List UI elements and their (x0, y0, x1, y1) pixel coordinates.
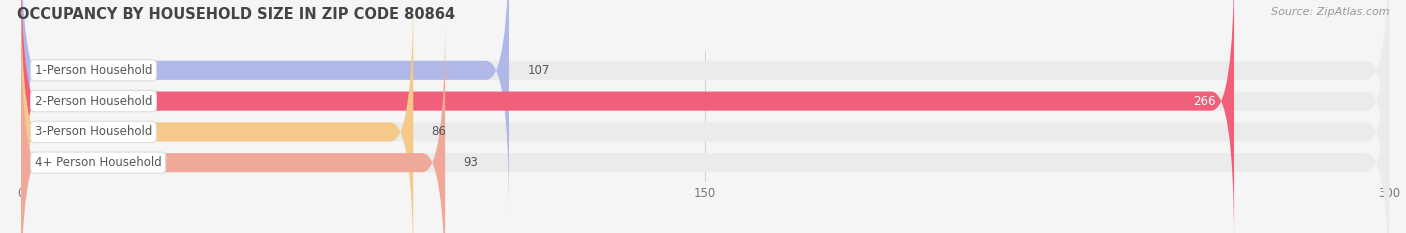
FancyBboxPatch shape (21, 18, 446, 233)
Text: 1-Person Household: 1-Person Household (35, 64, 152, 77)
Text: 4+ Person Household: 4+ Person Household (35, 156, 162, 169)
Text: 2-Person Household: 2-Person Household (35, 95, 152, 108)
FancyBboxPatch shape (21, 0, 1389, 233)
FancyBboxPatch shape (21, 0, 1389, 215)
FancyBboxPatch shape (21, 0, 413, 233)
FancyBboxPatch shape (21, 0, 1234, 233)
Text: OCCUPANCY BY HOUSEHOLD SIZE IN ZIP CODE 80864: OCCUPANCY BY HOUSEHOLD SIZE IN ZIP CODE … (17, 7, 456, 22)
Text: 3-Person Household: 3-Person Household (35, 125, 152, 138)
FancyBboxPatch shape (21, 18, 1389, 233)
FancyBboxPatch shape (21, 0, 509, 215)
FancyBboxPatch shape (21, 0, 1389, 233)
Text: 93: 93 (464, 156, 478, 169)
Text: 86: 86 (432, 125, 446, 138)
Text: 266: 266 (1194, 95, 1216, 108)
Text: Source: ZipAtlas.com: Source: ZipAtlas.com (1271, 7, 1389, 17)
Text: 107: 107 (527, 64, 550, 77)
